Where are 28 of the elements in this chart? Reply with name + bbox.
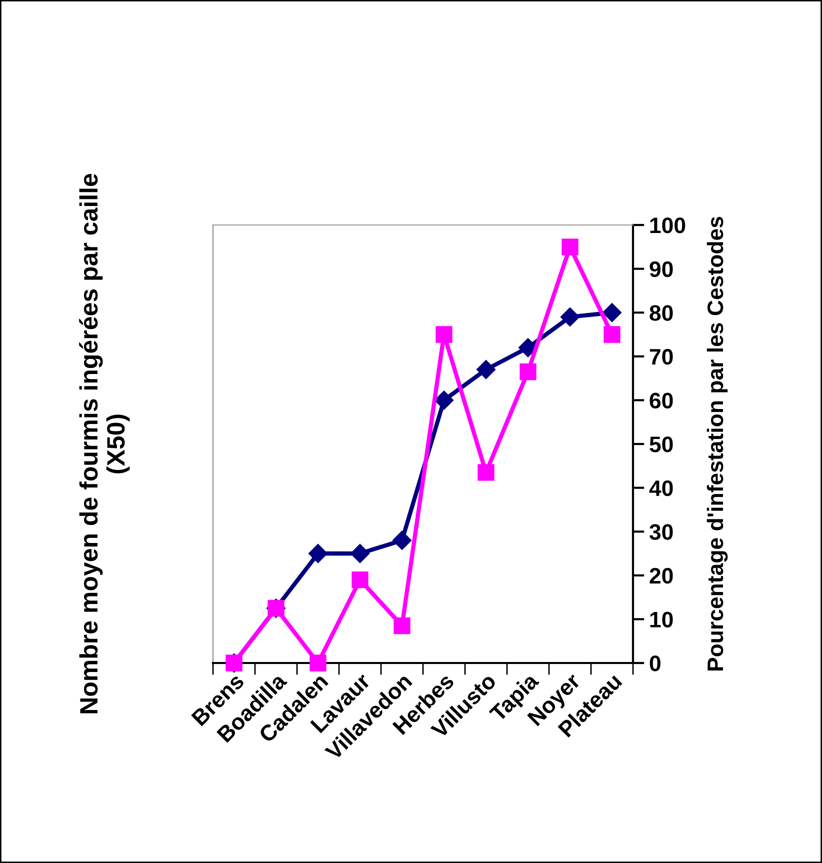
y2-tick-label: 20 xyxy=(650,568,673,584)
y2-tick-label: 60 xyxy=(650,392,673,408)
point xyxy=(478,464,494,481)
y2-tick-label: 0 xyxy=(650,656,660,672)
y2-tick-label: 40 xyxy=(649,480,673,496)
point xyxy=(350,544,370,564)
y2-axis-title: Pourcentage d'infestation par les Cestodes xyxy=(706,216,728,670)
y2-tick-label: 90 xyxy=(650,261,673,278)
point xyxy=(436,326,452,343)
point xyxy=(604,326,620,343)
point xyxy=(562,238,578,256)
y2-tick-label: 50 xyxy=(650,436,673,452)
point xyxy=(308,544,328,564)
y2-tick-label: 100 xyxy=(650,218,686,234)
point xyxy=(392,530,412,550)
point xyxy=(602,303,622,322)
y2-tick-label: 30 xyxy=(649,524,673,540)
point xyxy=(310,654,326,672)
y2-tick-label: 70 xyxy=(650,348,673,365)
point xyxy=(434,390,454,410)
point xyxy=(394,617,410,634)
point xyxy=(520,363,536,380)
y-axis-title: Nombre moyen de fourmis ingérées par caille (X50) xyxy=(79,174,130,714)
point xyxy=(476,360,496,380)
y2-tick-label: 10 xyxy=(650,612,673,628)
y2-tick-label: 80 xyxy=(650,305,673,321)
point xyxy=(352,571,368,588)
point xyxy=(560,307,580,327)
